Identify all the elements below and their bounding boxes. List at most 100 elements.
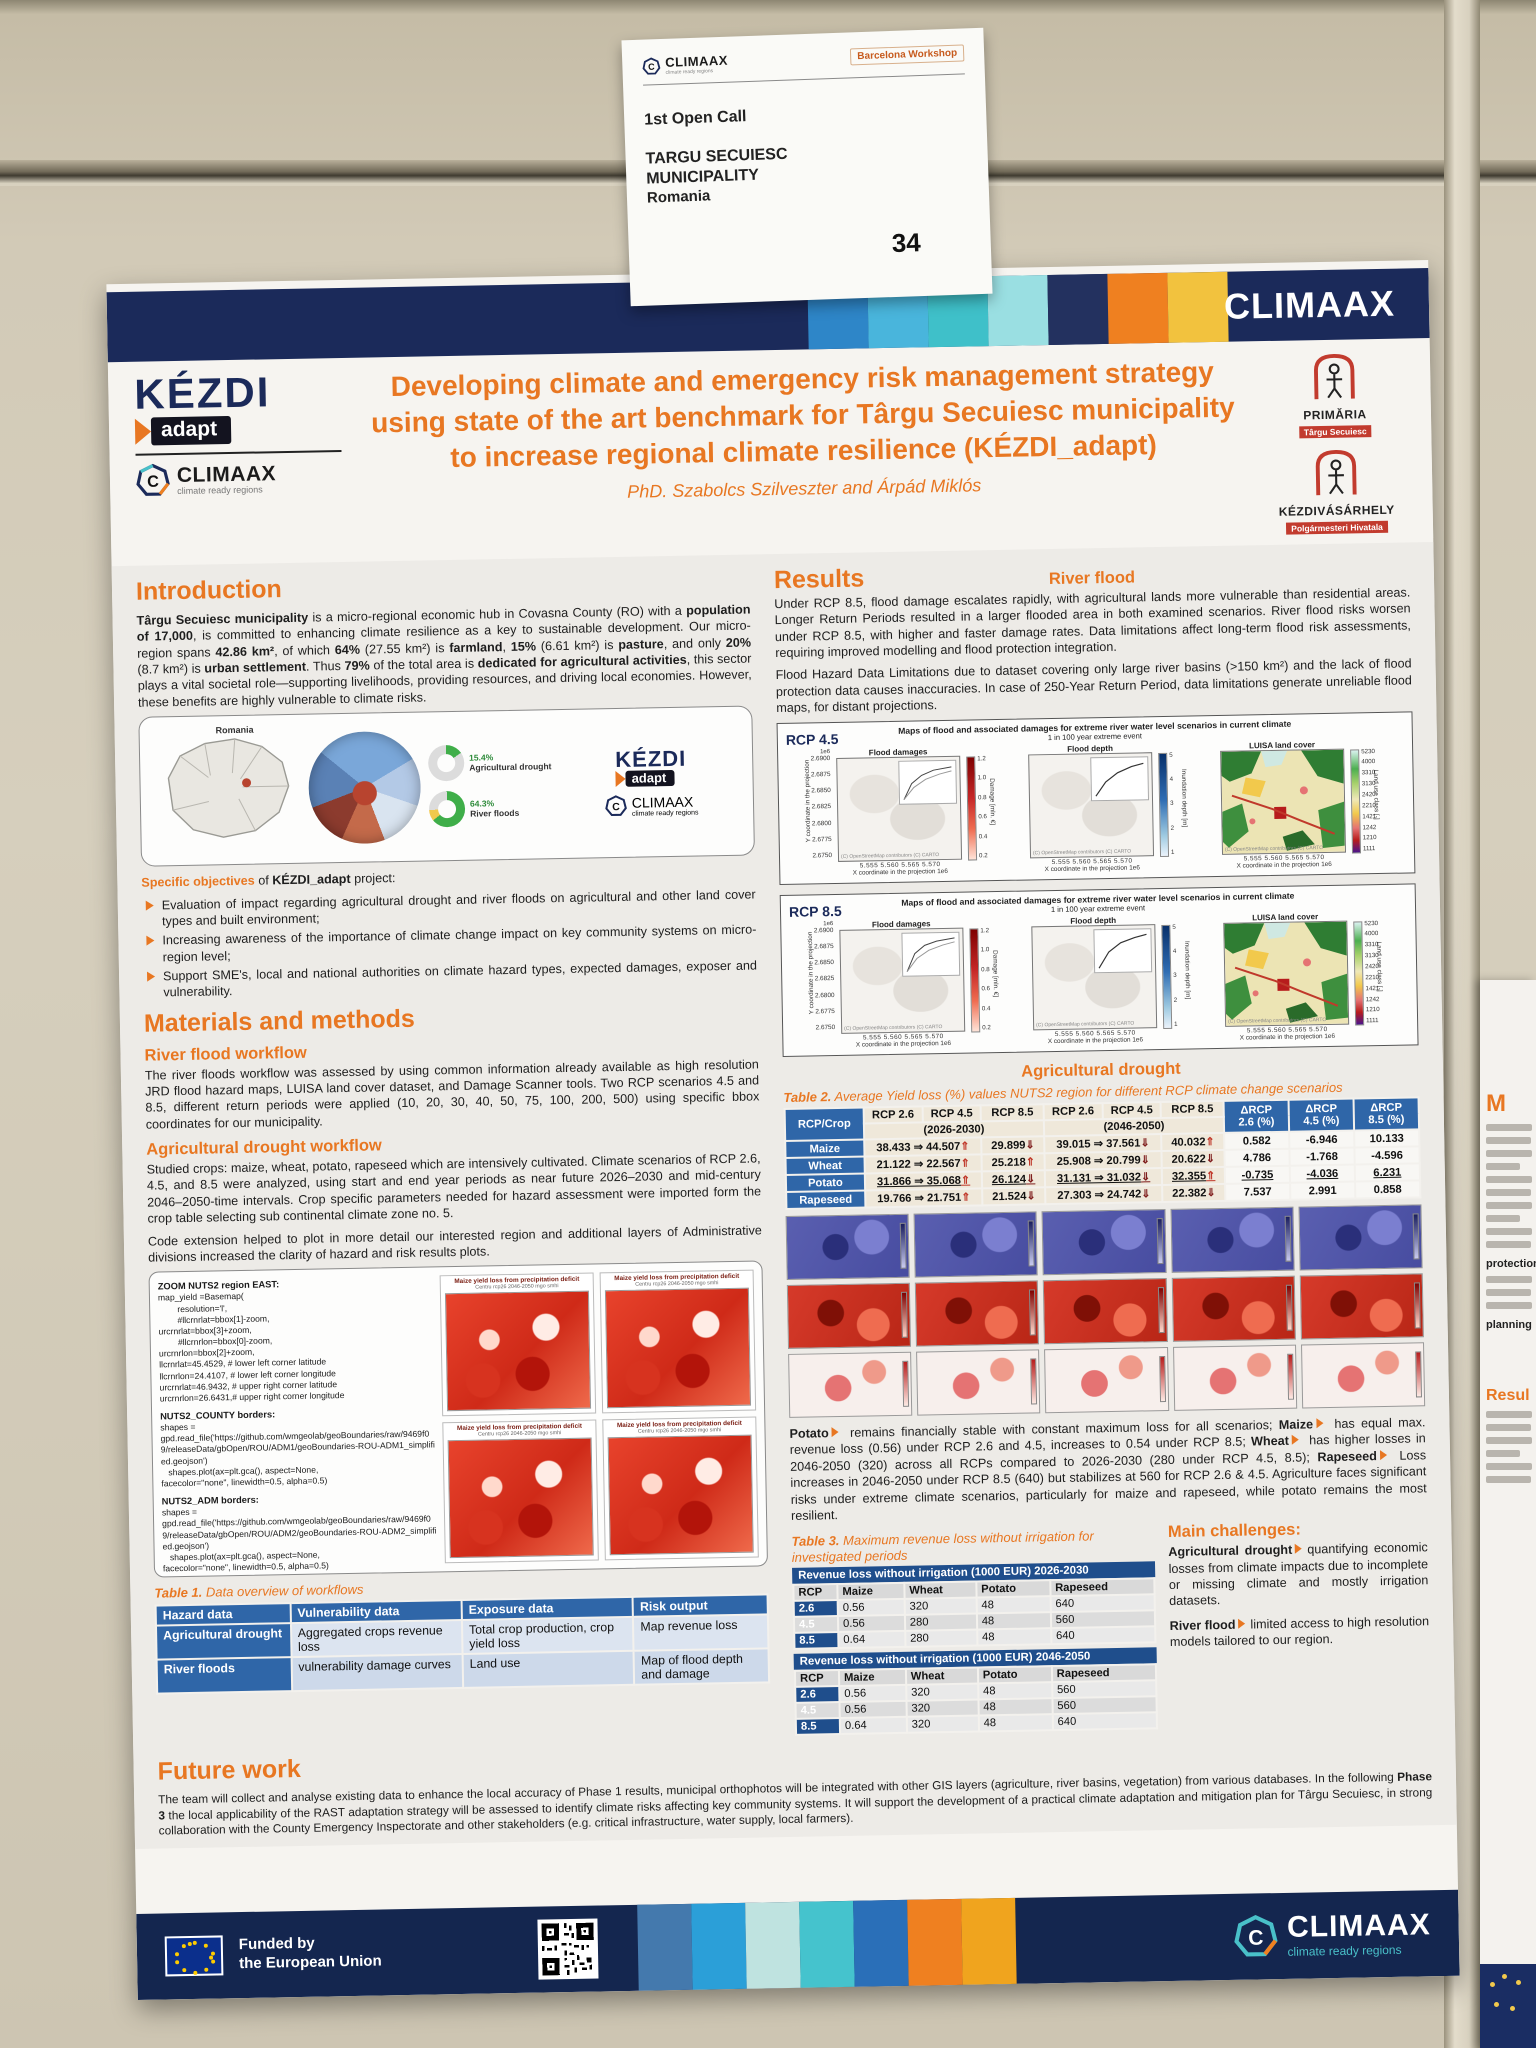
logo-divider xyxy=(135,449,342,456)
adjacent-poster-sliver: M protection planning Resul xyxy=(1480,980,1536,2048)
land-share-donut-2 xyxy=(428,790,466,828)
depth-curve-inset xyxy=(1090,755,1150,801)
table3-2046: RCP Maize Wheat Potato Rapeseed 2.6 0.56 320… xyxy=(794,1664,1158,1737)
damage-colorbar: 1.2 1.0 0.8 0.6 0.4 0.2 Damage [mln. €] xyxy=(966,745,1024,874)
damage-colorbar: 1.2 1.0 0.8 0.6 0.4 0.2 Damage [mln. €] xyxy=(969,917,1027,1046)
eu-flag-icon xyxy=(164,1935,224,1977)
challenges-heading: Main challenges: xyxy=(1167,1520,1302,1542)
bullet-triangle-icon xyxy=(1379,1449,1387,1460)
donut2-label: River floods xyxy=(470,807,520,819)
table3-caption: Table 3. Maximum revenue loss without ir… xyxy=(791,1528,1094,1565)
climaax-mini-wordmark: CLIMAAX xyxy=(631,793,694,811)
bullet-triangle-icon xyxy=(831,1427,839,1438)
landcover-colorbar: 5230 4000 3310 3130 2420 2210 1421 1242 1210… xyxy=(1353,910,1411,1039)
adapt-mini-wordmark: adapt xyxy=(625,769,675,787)
kezdi-adapt-logo: KÉZDI adapt C CLIMAAX climate ready regi… xyxy=(133,368,342,498)
drought-map-tile xyxy=(1041,1209,1167,1276)
banner-brand: CLIMAAX xyxy=(1223,282,1396,327)
flood-figure-rcp45: RCP 4.5 Maps of flood and associated dam… xyxy=(776,710,1416,885)
drought-scenario-maps xyxy=(785,1204,1426,1419)
stamp1-title: PRIMĂRIA xyxy=(1303,407,1367,423)
intro-heading: Introduction xyxy=(135,575,283,606)
adjacent-heading-fragment: M xyxy=(1486,1090,1506,1117)
romania-label: Romania xyxy=(215,724,254,736)
climaax-mini-tagline: climate ready regions xyxy=(631,809,699,818)
yield-map-tile: Maize yield loss from precipitation defi… xyxy=(439,1272,597,1417)
footer-color-squares xyxy=(636,1897,1017,1991)
climaax-wordmark: CLIMAAX xyxy=(176,461,277,487)
primaria-stamp: PRIMĂRIA Târgu Secuiesc xyxy=(1297,351,1372,440)
svg-text:C: C xyxy=(612,801,620,813)
kezdi-mini-wordmark: KÉZDI xyxy=(615,745,687,772)
challenge-item: River flood limited access to high resolu… xyxy=(1169,1613,1430,1650)
municipality-crest-icon xyxy=(1314,354,1355,400)
land-cover-map xyxy=(1221,749,1345,854)
drought-map-tile xyxy=(915,1280,1040,1347)
crop-summary-paragraph: Potato remains financially stable with c… xyxy=(789,1415,1427,1523)
card-brand: CLIMAAX xyxy=(665,52,729,70)
bullet-triangle-icon xyxy=(1315,1418,1324,1429)
kezdi-wordmark: KÉZDI xyxy=(133,368,271,418)
drought-map-tile xyxy=(788,1351,913,1419)
results-paragraph2: Flood Hazard Data Limitations due to dat… xyxy=(775,656,1412,716)
drought-workflow-text2: Code extension helped to plot in more de… xyxy=(147,1222,762,1265)
drought-map-tile xyxy=(1170,1206,1295,1274)
climaax-tagline: climate ready regions xyxy=(177,483,263,496)
open-call-label: 1st Open Call xyxy=(643,108,747,129)
yield-map-tile: Maize yield loss from precipitation defi… xyxy=(599,1269,757,1414)
drought-workflow-text1: Studied crops: maize, wheat, potato, rap… xyxy=(146,1151,762,1226)
funded-line2: the European Union xyxy=(239,1952,382,1973)
stamp1-sub: Târgu Secuiesc xyxy=(1298,425,1372,439)
poster-footer: Funded by the European Union C CLIMAAX xyxy=(136,1889,1460,2000)
y-axis: Y coordinate in the projection 1e6 2.690… xyxy=(806,920,836,1032)
flood-depth-subplot: Flood depth (C) OpenStreetMap contributo… xyxy=(1031,915,1158,1045)
adjacent-bold-fragment: planning xyxy=(1486,1319,1532,1331)
main-challenges: Main challenges: Agricultural drought qua… xyxy=(1168,1519,1431,1734)
workshop-label: Barcelona Workshop xyxy=(850,44,965,66)
flood-depth-subplot: Flood depth (C) OpenStreetMap contributo… xyxy=(1028,743,1155,873)
drought-map-tile xyxy=(1172,1344,1297,1411)
code-listing: ZOOM NUTS2 region EAST: map_yield =Basem… xyxy=(157,1279,437,1574)
table2: RCP/Crop RCP 2.6 RCP 4.5 RCP 8.5 RCP 2.6… xyxy=(784,1096,1422,1210)
card-brand-tagline: climate ready regions xyxy=(665,68,714,76)
objectives-list: Evaluation of impact regarding agricultu… xyxy=(144,886,758,1001)
climaax-heptagon-icon: C xyxy=(136,463,170,496)
city-collage-globe xyxy=(307,730,422,845)
stamp2-sub: Polgármesteri Hivatala xyxy=(1286,520,1388,535)
yield-loss-maps: Maize yield loss from precipitation defi… xyxy=(439,1269,759,1564)
landcover-colorbar: 5230 4000 3310 3130 2420 2210 1421 1242 1210… xyxy=(1350,738,1408,867)
land-cover-subplot: LUISA land cover xyxy=(1220,739,1347,869)
kezdivasarhely-stamp: KÉZDIVÁSÁRHELY Polgármesteri Hivatala xyxy=(1278,447,1396,537)
challenge-item: Agricultural drought quantifying economic… xyxy=(1168,1540,1429,1609)
svg-text:C: C xyxy=(648,61,655,71)
svg-text:C: C xyxy=(1248,1927,1264,1950)
yield-map-tile: Maize yield loss from precipitation defi… xyxy=(442,1419,599,1564)
region-overview-figure: Romania 15.4% Agricultural drought xyxy=(138,705,755,867)
footer-brand: CLIMAAX xyxy=(1286,1908,1431,1944)
results-paragraph1: Under RCP 8.5, flood damage escalates ra… xyxy=(774,585,1411,661)
right-column: Results River flood Under RCP 8.5, flood… xyxy=(774,550,1431,1740)
adapt-wordmark: adapt xyxy=(150,415,232,446)
qr-code xyxy=(536,1918,599,1980)
footer-climaax-logo: C CLIMAAX climate ready regions xyxy=(1234,1908,1431,1960)
poster-header: KÉZDI adapt C CLIMAAX climate ready regi… xyxy=(107,338,1434,563)
adjacent-bold-fragment: protection xyxy=(1486,1258,1536,1270)
land-cover-map xyxy=(1224,921,1349,1026)
bullet-triangle-icon xyxy=(1238,1618,1246,1629)
climaax-heptagon-icon: C xyxy=(605,795,627,817)
municipality-crest-icon xyxy=(1315,450,1357,496)
donut1-label: Agricultural drought xyxy=(469,761,552,773)
poster-number: 34 xyxy=(891,227,922,259)
code-listing-figure: ZOOM NUTS2 region EAST: map_yield =Basem… xyxy=(148,1260,768,1578)
drought-map-tile xyxy=(1043,1278,1168,1345)
yield-map-tile: Maize yield loss from precipitation defi… xyxy=(602,1416,759,1561)
adapt-arrow-icon xyxy=(134,418,152,445)
river-workflow-text: The river floods workflow was assessed b… xyxy=(144,1057,760,1132)
bullet-triangle-icon xyxy=(1291,1435,1299,1446)
adjacent-eu-flag-fragment xyxy=(1480,1964,1536,2048)
wall-groove-top xyxy=(0,0,1536,14)
drought-map-tile xyxy=(785,1213,910,1281)
drought-map-tile xyxy=(916,1349,1041,1416)
